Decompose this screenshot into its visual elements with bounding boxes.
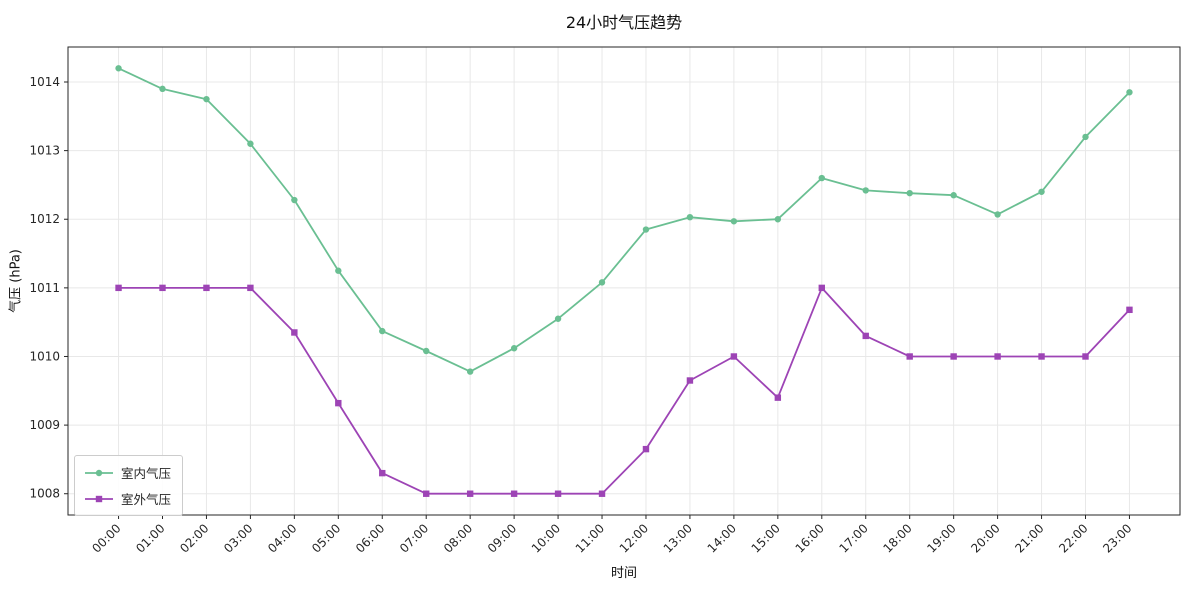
- legend-item-indoor: 室内气压: [84, 463, 171, 482]
- legend-label-indoor: 室内气压: [121, 466, 172, 481]
- x-axis-title: 时间: [610, 566, 638, 581]
- data-point: [862, 332, 869, 340]
- x-tick-label: 12:00: [617, 521, 651, 555]
- x-tick-label: 21:00: [1012, 521, 1046, 555]
- data-point: [994, 353, 1001, 360]
- y-tick-label: 1011: [29, 281, 60, 295]
- data-point: [818, 174, 825, 182]
- data-point: [862, 187, 869, 194]
- x-tick-label: 04:00: [265, 521, 299, 555]
- x-tick-label: 03:00: [221, 521, 255, 555]
- data-point: [642, 445, 650, 453]
- data-point: [1082, 133, 1089, 141]
- chart-title: 24小时气压趋势: [565, 13, 683, 32]
- data-point: [730, 218, 738, 225]
- data-point: [466, 368, 474, 375]
- y-tick-label: 1014: [29, 75, 60, 89]
- x-tick-label: 01:00: [133, 521, 167, 555]
- x-tick-label: 05:00: [309, 521, 343, 555]
- data-point: [554, 315, 562, 322]
- data-point: [818, 284, 825, 292]
- data-point: [774, 216, 782, 223]
- data-point: [686, 377, 694, 384]
- data-point: [466, 490, 474, 497]
- legend-item-outdoor: 室外气压: [84, 489, 171, 508]
- series-line-0: [117, 67, 1131, 373]
- data-point: [423, 490, 430, 497]
- data-point: [906, 189, 913, 197]
- x-tick-label: 13:00: [661, 521, 695, 555]
- y-axis-title: 气压 (hPa): [8, 249, 24, 313]
- x-tick-label: 09:00: [485, 521, 519, 555]
- data-point: [335, 267, 342, 274]
- x-tick-label: 14:00: [705, 521, 739, 555]
- x-tick-label: 18:00: [880, 521, 914, 555]
- data-point: [642, 226, 650, 233]
- data-point: [291, 196, 298, 204]
- data-point: [554, 490, 562, 497]
- data-point: [159, 284, 166, 292]
- data-point: [159, 85, 166, 93]
- y-tick-label: 1009: [29, 418, 60, 432]
- data-point: [686, 213, 694, 221]
- data-point: [1082, 353, 1089, 360]
- x-tick-label: 06:00: [353, 521, 387, 555]
- x-tick-label: 19:00: [924, 521, 958, 555]
- data-point: [1038, 353, 1045, 360]
- data-point: [335, 399, 342, 407]
- data-point: [379, 327, 386, 335]
- x-tick-label: 17:00: [836, 521, 870, 555]
- data-point: [1126, 306, 1133, 314]
- x-tick-label: 22:00: [1056, 521, 1090, 555]
- x-tick-label: 20:00: [968, 521, 1002, 555]
- x-tick-label: 10:00: [529, 521, 563, 555]
- x-tick-label: 00:00: [89, 521, 123, 555]
- series-line-1: [117, 286, 1131, 495]
- data-point: [203, 284, 210, 292]
- data-point: [994, 211, 1001, 218]
- y-tick-label: 1013: [29, 144, 60, 158]
- data-point: [906, 353, 913, 360]
- axes-frame: [67, 46, 1181, 516]
- data-point: [1038, 188, 1045, 195]
- y-tick-label: 1010: [29, 349, 60, 363]
- data-point: [247, 284, 254, 292]
- data-point: [115, 65, 122, 72]
- x-tick-label: 08:00: [441, 521, 475, 555]
- x-tick-label: 02:00: [177, 521, 211, 555]
- x-tick-label: 11:00: [573, 521, 607, 555]
- data-point: [510, 345, 518, 352]
- x-tick-label: 07:00: [397, 521, 431, 555]
- data-point: [510, 490, 518, 497]
- data-point: [598, 279, 606, 286]
- y-tick-label: 1012: [29, 212, 60, 226]
- data-point: [950, 192, 957, 199]
- data-point: [730, 353, 738, 360]
- data-point: [598, 490, 606, 497]
- data-point: [247, 140, 254, 147]
- data-point: [203, 95, 210, 103]
- data-point: [115, 284, 122, 292]
- data-point: [1126, 89, 1133, 96]
- outdoor-series-swatch-icon: [85, 495, 113, 502]
- indoor-series-swatch-icon: [85, 469, 113, 476]
- x-tick-label: 15:00: [749, 521, 783, 555]
- legend-label-outdoor: 室外气压: [121, 492, 172, 507]
- data-point: [950, 353, 957, 360]
- data-point: [291, 329, 298, 336]
- data-point: [774, 394, 782, 401]
- data-point: [379, 469, 386, 477]
- data-point: [423, 347, 430, 355]
- y-tick-label: 1008: [29, 487, 60, 501]
- x-tick-label: 16:00: [793, 521, 827, 555]
- x-tick-label: 23:00: [1100, 521, 1134, 555]
- legend: 室内气压 室外气压: [74, 455, 184, 516]
